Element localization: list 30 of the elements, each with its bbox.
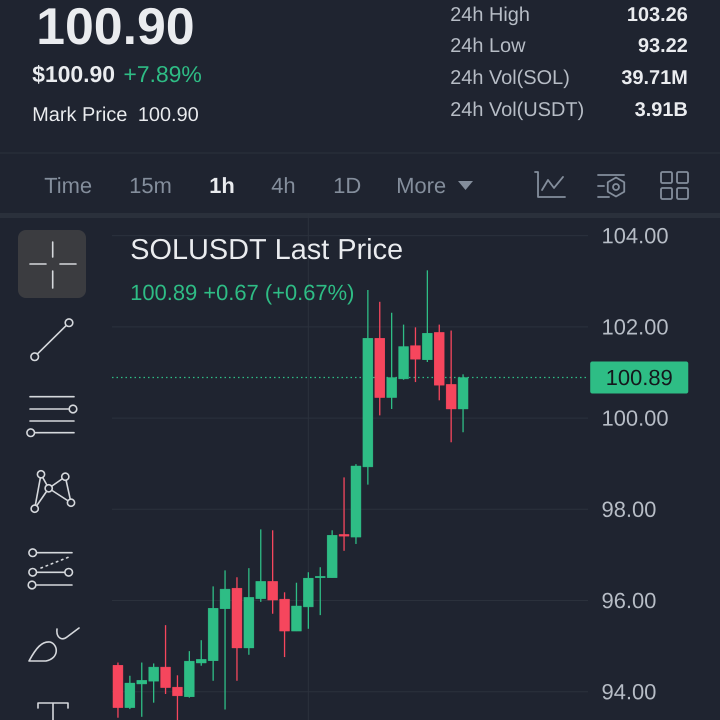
text: 24h High (451, 6, 529, 26)
text: More (398, 178, 446, 194)
y-tick-label: 104.00 (603, 228, 668, 244)
y-tick-label: 94.00 (602, 684, 656, 700)
text: 100.90 (39, 8, 193, 44)
text: 93.22 (638, 38, 688, 52)
y-tick-label: 96.00 (602, 592, 656, 608)
ref-line-label: 100.89 (607, 370, 672, 386)
text: 24h Vol(SOL) (451, 70, 569, 88)
text: 4h (272, 177, 294, 193)
text: 3.91B (635, 102, 687, 116)
chart-title: SOLUSDT Last Price (132, 238, 402, 260)
text: Time (44, 177, 92, 194)
text: +7.89% (124, 66, 201, 82)
candlestick (338, 476, 350, 552)
text: 24h Low (451, 38, 526, 52)
text: 24h Vol(USDT) (451, 102, 583, 120)
text: 103.26 (628, 7, 688, 22)
text: 100.89 +0.67 (+0.67%) (132, 284, 354, 305)
y-tick-label: 100.00 (603, 410, 668, 426)
y-tick-label: 98.00 (602, 502, 656, 518)
text: 1D (334, 178, 360, 193)
text: $100.90 (32, 64, 114, 84)
text: Mark Price (34, 106, 126, 122)
text: 1h (210, 177, 234, 193)
candlestick (410, 326, 421, 383)
text: 15m (130, 178, 170, 194)
text: 39.71M (622, 70, 686, 84)
text: 100.90 (139, 107, 198, 122)
y-tick-label: 102.00 (603, 319, 668, 335)
